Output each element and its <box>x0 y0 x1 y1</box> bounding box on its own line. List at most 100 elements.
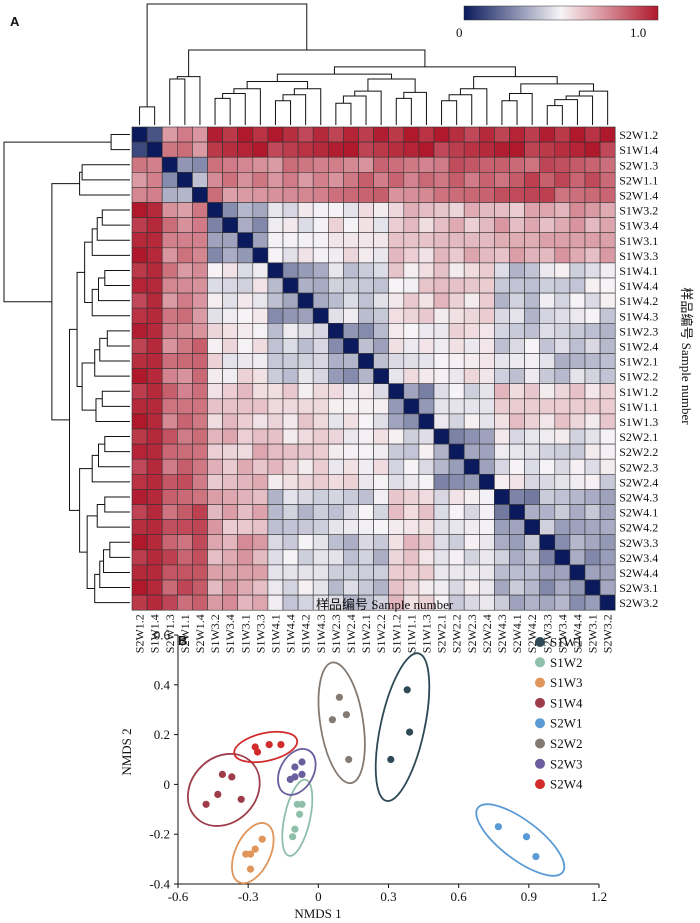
heatmap-cell <box>343 428 359 445</box>
heatmap-cell <box>599 232 616 249</box>
heatmap-cell <box>373 534 390 551</box>
heatmap-cell <box>327 126 344 143</box>
heatmap-cell <box>282 443 299 460</box>
heatmap-cell <box>403 322 420 339</box>
heatmap-cell <box>252 126 269 143</box>
heatmap-cell <box>282 307 299 324</box>
heatmap-cell <box>478 126 495 143</box>
heatmap-cell <box>282 141 299 158</box>
heatmap-cell <box>539 322 556 339</box>
heatmap-cell <box>131 519 148 535</box>
heatmap-cell <box>569 549 586 566</box>
heatmap-cell <box>599 217 616 234</box>
heatmap-row-label: S1W3.2 <box>619 204 658 218</box>
heatmap-cell <box>463 549 480 566</box>
heatmap-cell <box>358 292 374 309</box>
heatmap-cell <box>312 489 329 505</box>
heatmap-cell <box>237 458 254 475</box>
heatmap-cell <box>343 368 359 385</box>
heatmap-cell <box>146 322 163 339</box>
heatmap-cell <box>267 489 284 505</box>
heatmap-cell <box>252 187 269 203</box>
heatmap-cell <box>463 232 480 249</box>
heatmap-cell <box>569 307 586 324</box>
heatmap-cell <box>403 504 420 520</box>
heatmap-row-label: S1W1.2 <box>619 385 658 399</box>
heatmap-cell <box>131 579 148 596</box>
heatmap-cell <box>584 262 601 279</box>
heatmap-cell <box>599 473 616 490</box>
heatmap-cell <box>554 292 571 309</box>
heatmap-cell <box>478 368 495 385</box>
heatmap-cell <box>569 141 586 158</box>
heatmap-cell <box>192 564 208 581</box>
heatmap-row-label: S2W2.4 <box>619 475 658 489</box>
heatmap-cell <box>237 126 254 143</box>
heatmap-row-label: S1W3.4 <box>619 219 658 233</box>
heatmap-cell <box>358 353 374 369</box>
heatmap-cell <box>554 322 571 339</box>
heatmap-cell <box>192 141 208 158</box>
heatmap-cell <box>569 443 586 460</box>
heatmap-cell <box>599 458 616 475</box>
dendrogram-branch <box>91 454 130 483</box>
heatmap-cell <box>146 519 163 535</box>
heatmap-row-label: S1W2.2 <box>619 370 658 384</box>
heatmap-cell <box>494 126 510 143</box>
heatmap-cell <box>494 398 510 415</box>
heatmap-cell <box>358 202 374 218</box>
heatmap-cell <box>282 187 299 203</box>
heatmap-cell <box>222 368 239 385</box>
heatmap-cell <box>237 473 254 490</box>
heatmap-cell <box>388 383 405 400</box>
heatmap-cell <box>599 126 616 143</box>
heatmap-cell <box>599 549 616 566</box>
point-s1w2 <box>289 833 297 841</box>
heatmap-cell <box>554 156 571 173</box>
heatmap-cell <box>433 307 450 324</box>
heatmap-cell <box>418 277 435 294</box>
heatmap-cell <box>177 292 193 309</box>
heatmap-cell <box>478 428 495 445</box>
heatmap-cell <box>282 247 299 264</box>
heatmap-cell <box>463 277 480 294</box>
heatmap-cell <box>388 277 405 294</box>
heatmap-cell <box>539 292 556 309</box>
heatmap-cell <box>569 156 586 173</box>
heatmap-cell <box>599 172 616 188</box>
x-tick-label: 0.3 <box>380 889 396 904</box>
heatmap-cell <box>418 172 435 188</box>
heatmap-cell <box>252 307 269 324</box>
heatmap-cell <box>433 458 450 475</box>
heatmap-cell <box>252 549 269 566</box>
heatmap-cell <box>312 202 329 218</box>
heatmap-cell <box>207 443 223 460</box>
heatmap-cell <box>161 564 178 581</box>
heatmap-cell <box>237 428 254 445</box>
heatmap-cell <box>192 232 208 249</box>
heatmap-cell <box>524 398 540 415</box>
heatmap-cell <box>146 232 163 249</box>
y-tick-label: -0.2 <box>149 827 170 842</box>
heatmap-cell <box>554 564 571 581</box>
heatmap-cell <box>237 322 254 339</box>
dendrogram-branch <box>333 66 516 77</box>
point-s1w1 <box>387 755 395 764</box>
heatmap-cell <box>207 489 223 505</box>
heatmap-cell <box>267 202 284 218</box>
heatmap-cell <box>463 504 480 520</box>
heatmap-cell <box>161 368 178 385</box>
point-s2w1 <box>532 853 540 861</box>
heatmap-cell <box>327 383 344 400</box>
heatmap-cell <box>343 232 359 249</box>
heatmap-cell <box>192 519 208 535</box>
heatmap-cell <box>312 338 329 354</box>
nmds-points <box>202 686 540 873</box>
heatmap-cell <box>478 413 495 430</box>
heatmap-cell <box>267 156 284 173</box>
dendrogram-branch <box>104 496 130 513</box>
heatmap-cell <box>192 504 208 520</box>
heatmap-cell <box>463 383 480 400</box>
heatmap-cell <box>267 353 284 369</box>
heatmap-cell <box>569 322 586 339</box>
